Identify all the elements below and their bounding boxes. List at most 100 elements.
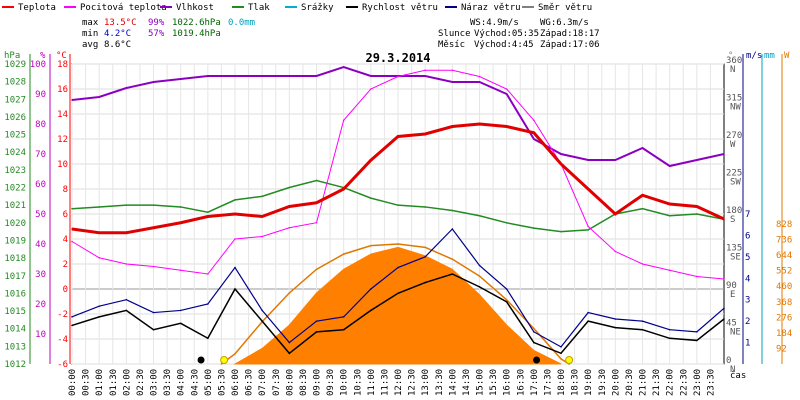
series-rychlost-point-18 bbox=[560, 352, 562, 355]
series-naraz-point-0 bbox=[71, 316, 73, 318]
tick-hum-4: 50 bbox=[35, 210, 46, 220]
series-solar-theoretical-point-4 bbox=[315, 268, 318, 271]
tick-hpa-9: 1021 bbox=[4, 201, 26, 211]
series-rychlost-point-11 bbox=[370, 309, 372, 312]
tick-hum-3: 40 bbox=[35, 240, 46, 250]
series-naraz-point-1 bbox=[98, 305, 100, 307]
svg-text:Srážky: Srážky bbox=[301, 3, 334, 13]
axis-unit-mm: mm bbox=[764, 51, 775, 61]
series-tlak-point-23 bbox=[696, 213, 698, 215]
series-vlhkost-point-1 bbox=[98, 96, 100, 98]
tick-hum-0: 10 bbox=[35, 330, 46, 340]
series-rychlost-point-16 bbox=[505, 301, 508, 303]
tick-hpa-7: 1019 bbox=[4, 236, 26, 246]
series-naraz-point-2 bbox=[125, 298, 128, 301]
series-pocitova-point-3 bbox=[152, 265, 155, 268]
tick-x-16: 08:00 bbox=[285, 369, 295, 396]
series-teplota-point-2 bbox=[125, 231, 128, 234]
tick-temp-2: -2 bbox=[57, 310, 68, 320]
series-naraz-point-8 bbox=[288, 341, 291, 344]
series-vlhkost-point-0 bbox=[71, 99, 73, 101]
tick-x-34: 17:00 bbox=[530, 369, 540, 396]
tick-ms-0: 1 bbox=[745, 339, 750, 349]
stat-min-press: 1019.4hPa bbox=[172, 29, 221, 39]
tick-x-8: 04:00 bbox=[177, 369, 187, 396]
series-solar-theoretical-point-12 bbox=[533, 327, 535, 330]
series-solar-theoretical-point-5 bbox=[342, 253, 345, 255]
series-naraz-point-12 bbox=[397, 266, 399, 269]
sun-rise: Východ:05:35 bbox=[474, 29, 539, 39]
stat-rain: 0.0mm bbox=[228, 18, 255, 28]
series-rychlost-point-10 bbox=[342, 328, 345, 331]
series-teplota-point-17 bbox=[533, 131, 535, 134]
tick-x-43: 21:30 bbox=[652, 369, 662, 396]
series-naraz-point-21 bbox=[641, 320, 644, 322]
series-naraz-point-5 bbox=[207, 303, 209, 305]
series-teplota-point-22 bbox=[668, 203, 671, 205]
series-vlhkost-point-5 bbox=[207, 75, 209, 77]
series-solar-theoretical-point-0 bbox=[220, 363, 223, 365]
tick-dir-label-3: SE bbox=[730, 253, 741, 263]
tick-ms-5: 6 bbox=[745, 231, 750, 241]
series-naraz-point-23 bbox=[696, 331, 698, 333]
tick-dir-label-2: E bbox=[730, 290, 735, 300]
moon-label: Měsíc bbox=[438, 40, 465, 50]
series-solar-theoretical-point-13 bbox=[560, 358, 562, 360]
tick-x-46: 23:00 bbox=[693, 369, 703, 396]
tick-dir-label-7: NW bbox=[730, 103, 741, 113]
series-tlak-point-17 bbox=[533, 227, 535, 229]
series-tlak-point-2 bbox=[125, 204, 128, 206]
series-teplota-point-7 bbox=[261, 215, 263, 218]
series-tlak-point-19 bbox=[587, 229, 589, 231]
moon-set: Západ:17:06 bbox=[540, 40, 600, 50]
series-vlhkost-point-10 bbox=[342, 66, 345, 68]
series-tlak-point-5 bbox=[207, 211, 209, 214]
tick-dir-0: 0 bbox=[726, 356, 731, 366]
series-teplota-point-20 bbox=[614, 213, 617, 215]
series-teplota-point-6 bbox=[234, 213, 236, 215]
legend-item-teplota: Teplota bbox=[2, 3, 56, 13]
tick-hpa-8: 1020 bbox=[4, 219, 26, 229]
tick-w-4: 460 bbox=[776, 282, 792, 292]
series-tlak-point-11 bbox=[370, 197, 372, 199]
series-vlhkost-point-4 bbox=[179, 78, 182, 80]
tick-x-32: 16:00 bbox=[503, 369, 513, 396]
series-rychlost-point-15 bbox=[478, 286, 481, 288]
tick-hpa-17: 1029 bbox=[4, 60, 26, 70]
series-tlak-point-12 bbox=[397, 204, 399, 206]
moon-rise: Východ:4:45 bbox=[474, 40, 534, 50]
series-rychlost-point-24 bbox=[723, 318, 725, 320]
tick-dir-2: 90 bbox=[726, 281, 737, 291]
tick-x-17: 08:30 bbox=[299, 369, 309, 396]
series-naraz-point-14 bbox=[451, 228, 454, 230]
tick-x-14: 07:00 bbox=[258, 369, 268, 396]
legend-item-naraz: Náraz větru bbox=[445, 3, 521, 13]
series-vlhkost-point-13 bbox=[424, 75, 426, 77]
series-tlak-point-22 bbox=[668, 214, 671, 217]
series-tlak-point-6 bbox=[234, 199, 236, 201]
tick-dir-6: 270 bbox=[726, 131, 742, 141]
svg-text:Rychlost větru: Rychlost větru bbox=[362, 3, 438, 13]
series-naraz-point-16 bbox=[505, 288, 508, 290]
series-teplota-point-8 bbox=[288, 205, 291, 208]
tick-x-20: 10:00 bbox=[340, 369, 350, 396]
series-rychlost-point-3 bbox=[152, 328, 155, 331]
tick-x-31: 15:30 bbox=[489, 369, 499, 396]
moon-event-moonset bbox=[533, 356, 541, 364]
tick-dir-label-8: N bbox=[730, 65, 735, 75]
tick-x-29: 14:30 bbox=[462, 369, 472, 396]
series-solar-theoretical-point-6 bbox=[370, 244, 372, 247]
series-vlhkost-point-3 bbox=[152, 81, 155, 83]
tick-x-24: 12:00 bbox=[394, 369, 404, 396]
series-naraz-point-22 bbox=[668, 328, 671, 331]
tick-x-11: 05:30 bbox=[217, 369, 227, 396]
wind-wg: WG:6.3m/s bbox=[540, 18, 589, 28]
stat-max-temp: 13.5°C bbox=[104, 18, 137, 28]
tick-hpa-14: 1026 bbox=[4, 113, 26, 123]
series-tlak-point-14 bbox=[451, 209, 454, 212]
series-vlhkost-point-24 bbox=[723, 153, 725, 155]
stat-avg-label: avg bbox=[82, 40, 98, 50]
stat-max-label: max bbox=[82, 18, 99, 28]
legend-item-rychlost: Rychlost větru bbox=[346, 3, 438, 13]
